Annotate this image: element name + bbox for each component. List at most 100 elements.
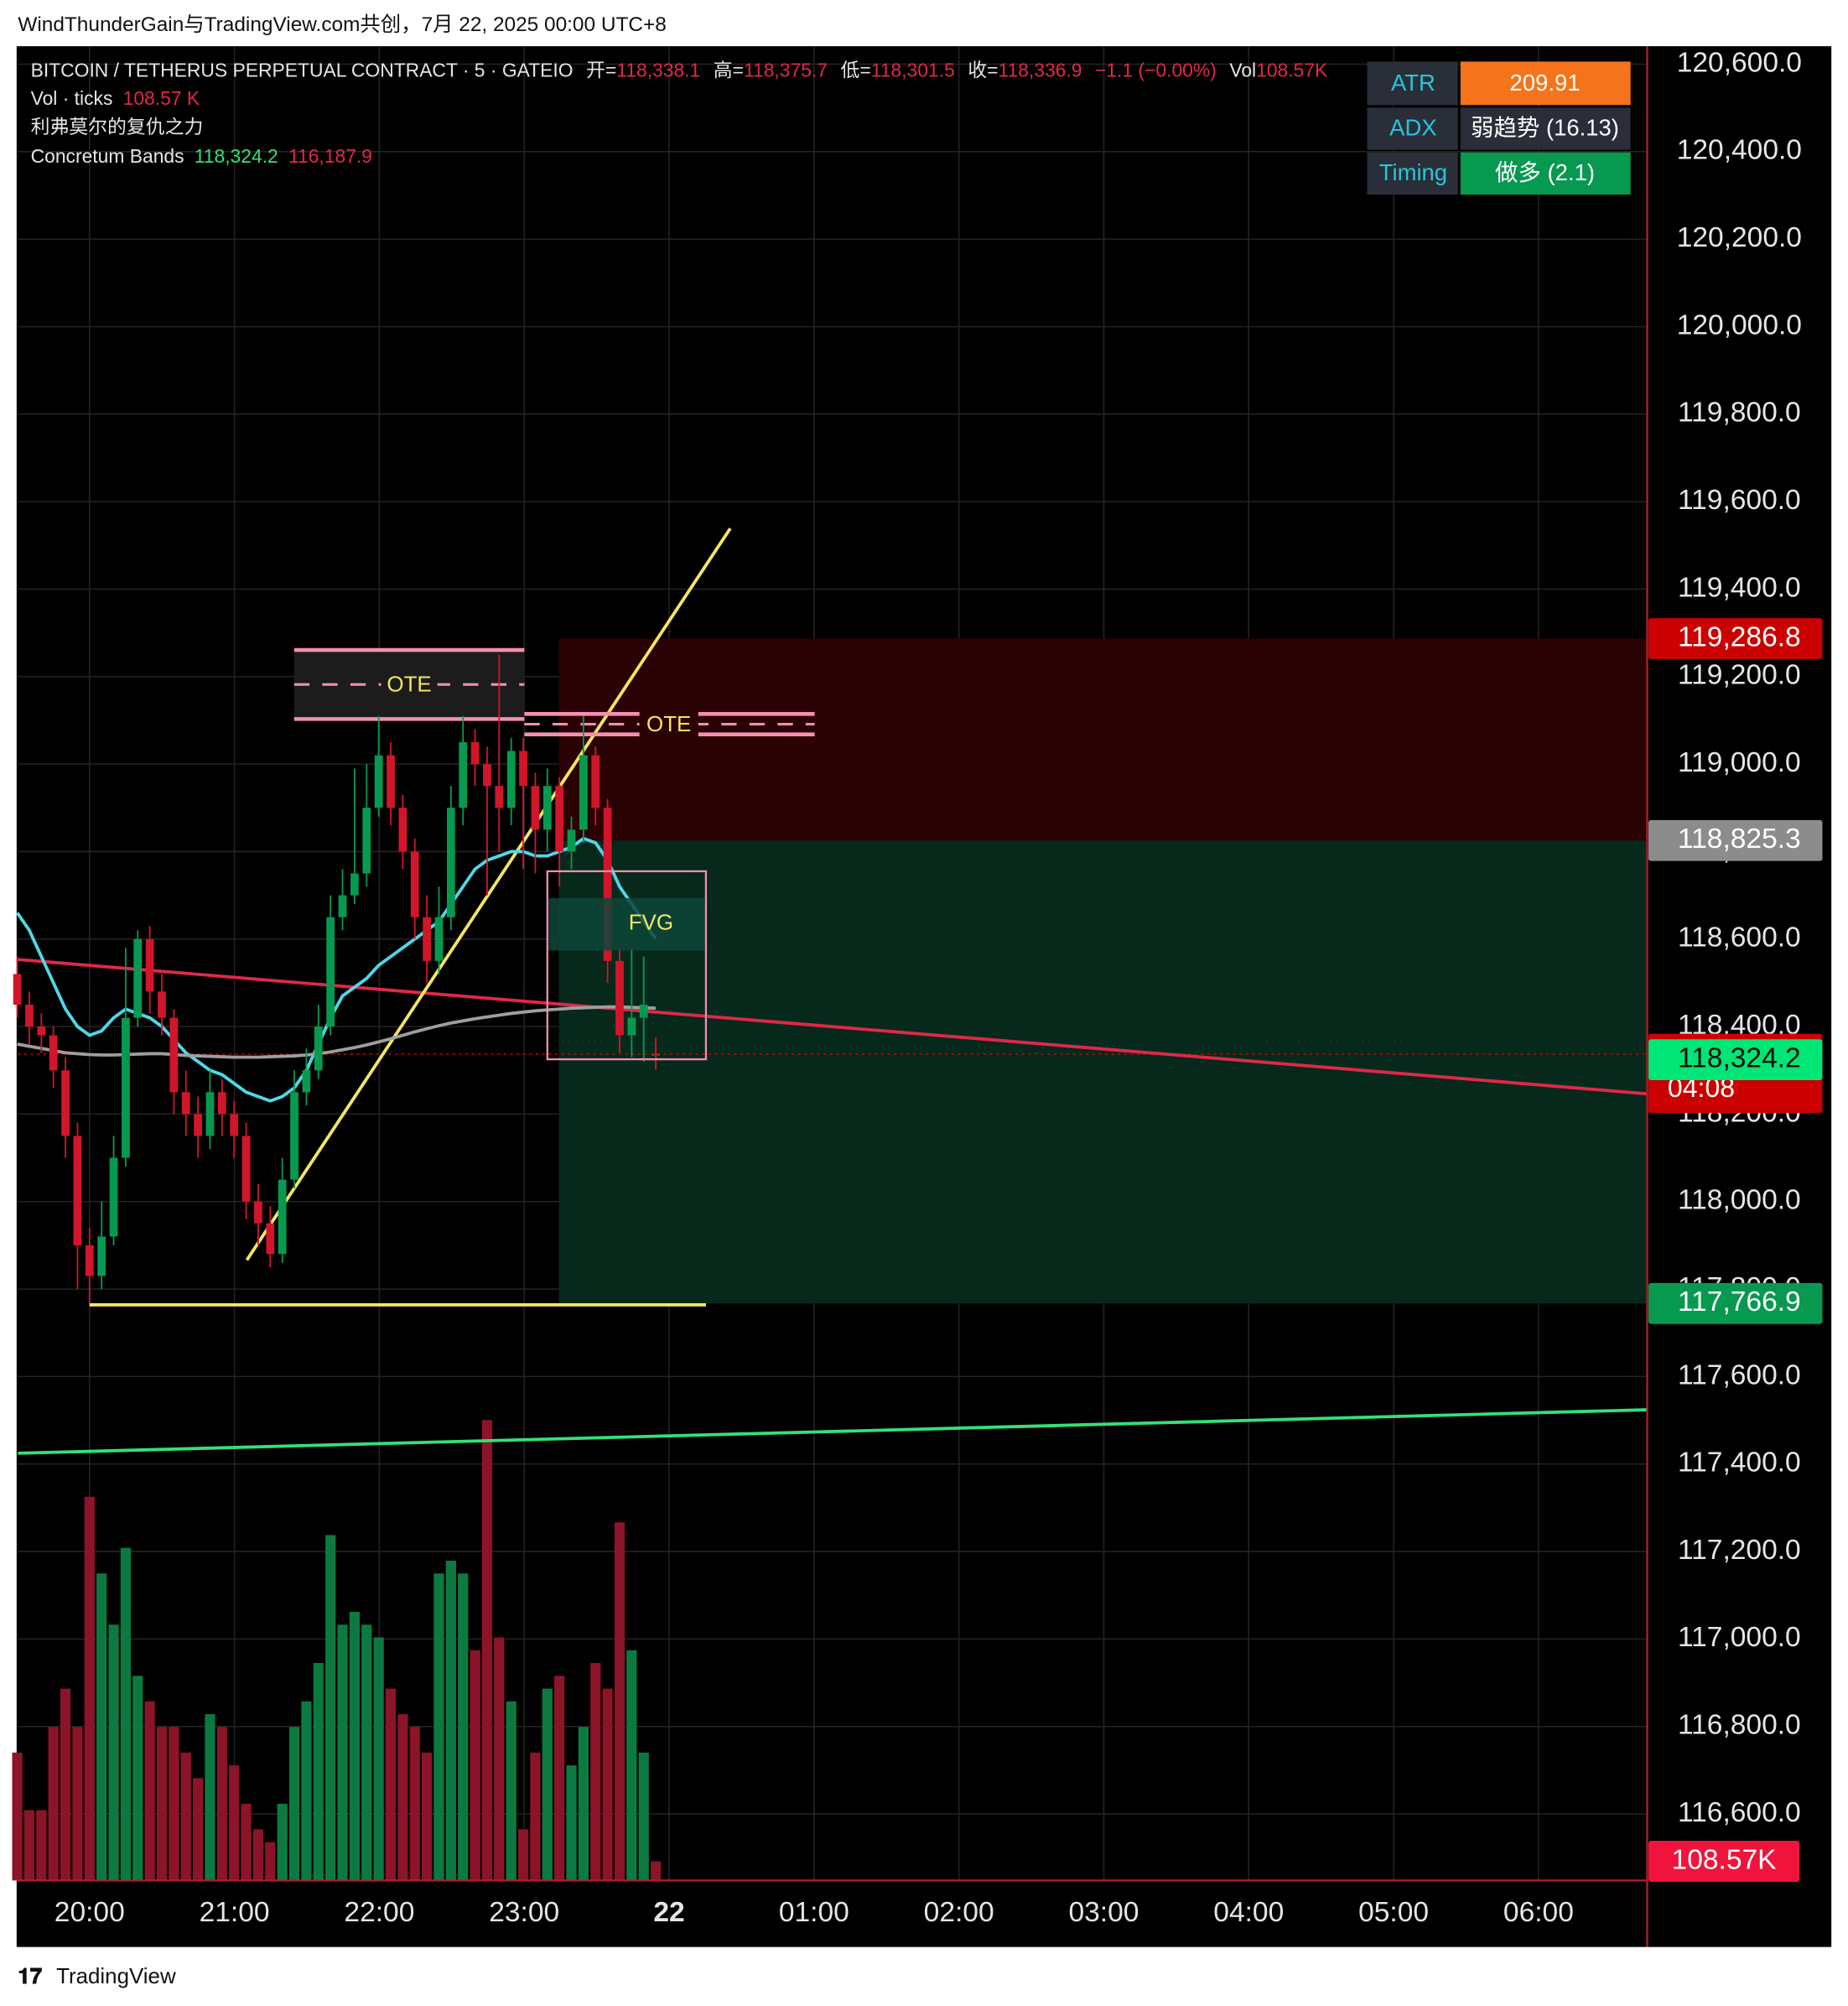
table-cell [1367, 152, 1458, 195]
price-badges: 119,286.8118,825.3118,336.904:08118,324.… [1648, 618, 1823, 1882]
candle-body [423, 917, 431, 961]
price-badge-label: 118,825.3 [1678, 824, 1801, 855]
candle-body [591, 755, 600, 808]
x-tick-label: 04:00 [1213, 1897, 1284, 1928]
candle-body [326, 917, 335, 1027]
ote-box: OTE [524, 711, 815, 740]
candle-body [194, 1114, 202, 1136]
candle-body [387, 755, 395, 808]
table-cell [1460, 61, 1631, 106]
candle-body [639, 1005, 648, 1018]
x-tick-label: 22 [653, 1897, 684, 1928]
volume-bar [72, 1727, 83, 1881]
candle-body [374, 755, 383, 808]
volume-bar [614, 1522, 626, 1881]
legend-row: Vol · ticks 108.57 K [31, 87, 200, 109]
price-badge-label: 119,286.8 [1678, 621, 1801, 652]
candle-body [61, 1070, 70, 1136]
volume-bar [265, 1842, 276, 1881]
candle-body [217, 1092, 226, 1115]
volume-bar [578, 1727, 589, 1881]
y-tick-label: 117,600.0 [1678, 1359, 1801, 1390]
y-tick-label: 116,600.0 [1678, 1797, 1801, 1828]
candle-body [567, 829, 576, 852]
candle-body [555, 786, 564, 852]
fvg-label: FVG [629, 911, 673, 934]
volume-bar [120, 1547, 132, 1881]
vol-row: Vol · ticks [31, 87, 113, 109]
volume-bar [566, 1765, 577, 1881]
table-cell [1460, 107, 1631, 150]
y-tick-label: 119,200.0 [1678, 660, 1801, 691]
stats-table: ATR 209.91 ADX 弱趋势 (16.13) Timing 做多 (2.… [1367, 61, 1631, 195]
legend-row: 利弗莫尔的复仇之力 [31, 116, 204, 138]
candle-body [241, 1136, 251, 1202]
candle-body [122, 1017, 130, 1158]
y-tick-label: 120,600.0 [1677, 47, 1802, 78]
volume-bar [84, 1496, 95, 1881]
candle-body [398, 808, 407, 852]
header-text: WindThunderGain与TradingView.com共创，7月 22,… [18, 13, 666, 36]
zone [558, 840, 1648, 1304]
volume-bar [60, 1688, 71, 1881]
volume-bar [277, 1803, 288, 1881]
y-tick-label: 119,000.0 [1678, 747, 1801, 778]
volume-bar [542, 1688, 553, 1881]
candle-body [230, 1114, 239, 1136]
ohlc-value: 118,375.7 [744, 60, 828, 81]
change: −1.1 (−0.00%) [1095, 60, 1217, 81]
volume-bar [313, 1663, 324, 1881]
candle-body [85, 1245, 94, 1276]
volume-bar [626, 1650, 637, 1881]
y-tick-label: 118,000.0 [1678, 1185, 1801, 1216]
table-cell [1367, 61, 1458, 106]
volume-bar [554, 1676, 565, 1881]
ote-label: OTE [387, 673, 431, 697]
x-tick-label: 06:00 [1503, 1897, 1574, 1928]
volume-bar [216, 1727, 227, 1881]
candle-body [205, 1092, 215, 1136]
volume-bar [433, 1573, 444, 1881]
legend-row: Concretum Bands 118,324.2 116,187.9 [31, 145, 372, 167]
trend-line-yellow [245, 527, 732, 1261]
candle-body [109, 1157, 118, 1237]
volume-bar [48, 1727, 59, 1881]
volume-bar [517, 1829, 529, 1881]
candle-body [278, 1179, 287, 1255]
volume-bar [337, 1624, 348, 1881]
brand: TradingView [56, 1965, 176, 1988]
candle-body [338, 895, 347, 917]
legend-row: BITCOIN / TETHERUS PERPETUAL CONTRACT · … [31, 60, 1328, 81]
candle-body [97, 1236, 106, 1276]
ohlc-value: 118,338.1 [616, 60, 700, 81]
candle-body [290, 1092, 298, 1180]
volume-bar [445, 1561, 456, 1881]
volume-bar [325, 1535, 336, 1881]
zones [18, 638, 1648, 1304]
table-value: 弱趋势 (16.13) [1471, 114, 1619, 140]
y-tick-label: 119,600.0 [1678, 485, 1801, 516]
vol-key: Vol [1229, 60, 1256, 81]
volume-bar [349, 1612, 360, 1881]
ote-label-bg [381, 670, 438, 699]
x-tick-label: 20:00 [55, 1897, 125, 1928]
bands-lower: 116,187.9 [288, 145, 372, 167]
volume-bar [288, 1727, 300, 1881]
ohlc-key: 低= [840, 60, 870, 81]
volume-bar [241, 1803, 252, 1881]
candle-body [169, 1017, 179, 1093]
volume-badge [1648, 1841, 1800, 1882]
ohlc-key: 高= [714, 60, 744, 81]
volume-bar [23, 1810, 35, 1881]
x-tick-label: 02:00 [924, 1897, 994, 1928]
candle-body [49, 1035, 58, 1071]
candle-body [73, 1136, 82, 1245]
y-tick-label: 117,400.0 [1678, 1447, 1801, 1479]
ohlc-value: 118,336.9 [998, 60, 1082, 81]
x-tick-label: 23:00 [489, 1897, 559, 1928]
volume-bar [108, 1624, 119, 1881]
volume-bar [361, 1624, 372, 1881]
price-badge [1648, 1282, 1823, 1324]
y-tick-label: 116,800.0 [1678, 1710, 1801, 1741]
volume-bar [229, 1765, 240, 1881]
